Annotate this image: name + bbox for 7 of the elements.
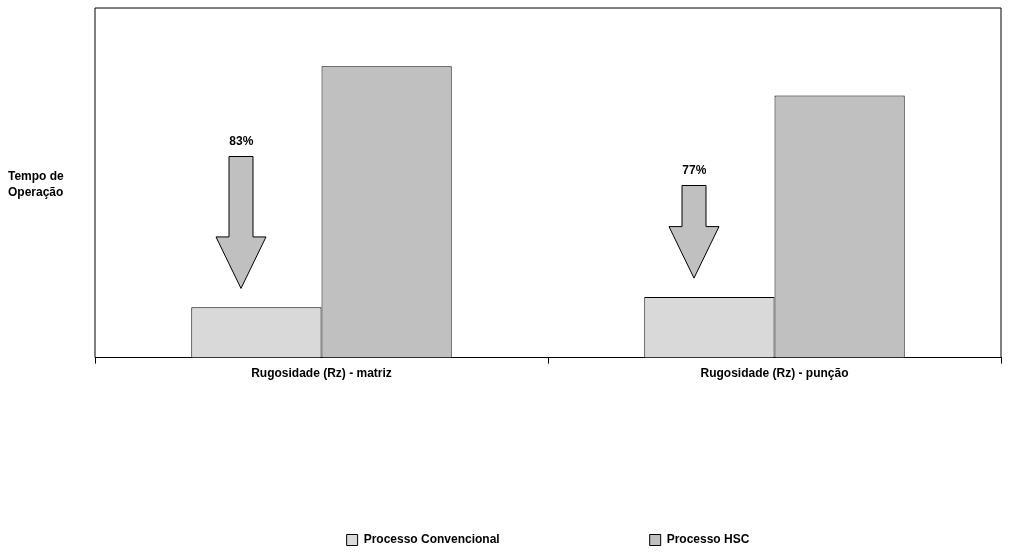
x-tick-label: Rugosidade (Rz) - matriz [251, 366, 392, 381]
legend-label: Processo Convencional [363, 532, 500, 547]
annotation: 77% [682, 162, 707, 177]
x-tick-label: Rugosidade (Rz) - punção [700, 366, 849, 381]
annotation: 83% [229, 133, 254, 148]
y-axis-title: Tempo de Operação [8, 169, 65, 200]
legend-label: Processo HSC [666, 532, 750, 547]
